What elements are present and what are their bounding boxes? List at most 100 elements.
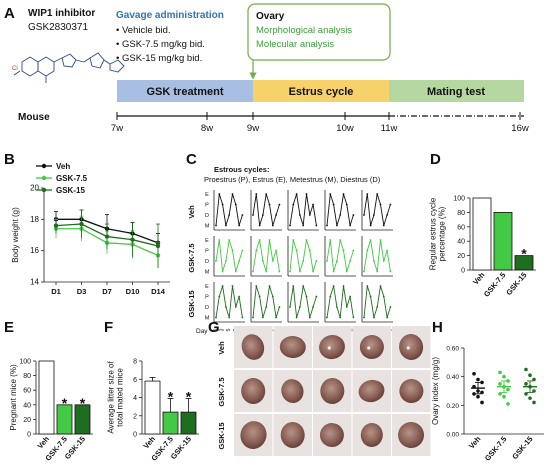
stage-label: P (205, 295, 209, 301)
estrous-point (292, 285, 295, 287)
data-point (104, 234, 110, 239)
estrous-point (326, 260, 328, 262)
estrous-point (238, 295, 241, 298)
bar-Veh (472, 197, 492, 271)
estrous-point (339, 239, 342, 241)
estrous-point (352, 316, 355, 319)
estrous-trace (215, 285, 243, 318)
estrous-point (258, 239, 261, 241)
estrous-point (268, 239, 271, 241)
estrous-point (376, 306, 379, 308)
scatter-point (498, 392, 502, 396)
estrous-point (231, 193, 234, 195)
estrous-point (366, 285, 369, 287)
estrous-point (389, 270, 392, 273)
stage-label: M (205, 270, 210, 276)
ovary-photo (241, 378, 266, 404)
timeline-tick-label: 10w (336, 123, 354, 134)
estrous-point (262, 214, 264, 216)
legend-label: GSK-7.5 (56, 174, 88, 183)
scatter-point (472, 372, 476, 376)
panel-a: A WIP1 inhibitor GSK2830371 Gavage admin… (4, 3, 529, 134)
estrous-point (329, 295, 332, 298)
estrous-point (278, 306, 281, 308)
estrous-point (252, 316, 254, 319)
estrous-point (295, 316, 298, 319)
estrous-point (382, 260, 385, 262)
data-point (130, 237, 135, 242)
estrous-point (315, 295, 318, 298)
estrous-point (228, 239, 231, 241)
estrous-point (363, 214, 365, 216)
bar-GSK-7.5 (162, 411, 179, 435)
row-label-GSK-7.5: GSK-7.5 (217, 377, 226, 406)
y-tick-label: 2 (133, 413, 137, 420)
estrous-point (299, 214, 301, 216)
ovary-photo (359, 335, 384, 360)
estrous-trace (363, 193, 391, 226)
estrous-trace (289, 239, 317, 272)
scatter-point (532, 400, 536, 405)
estrous-point (349, 260, 351, 262)
data-point (79, 221, 84, 227)
estrous-point (308, 249, 311, 252)
bar-GSK-7.5 (56, 404, 73, 435)
stage-label: M (205, 316, 210, 322)
estrous-point (302, 224, 305, 227)
panel-b: B 14 16 18 20 Body weight (g) D1 D3 D7 D10 D14 Veh… (4, 151, 170, 296)
estrous-point (332, 285, 335, 287)
day-axis-label: Day (196, 328, 208, 335)
estrous-point (369, 295, 372, 298)
y-tick-label: 6 (133, 377, 137, 384)
y-tick-label: 100 (19, 359, 31, 366)
chart-litter-size: 0 2 4 6 8 Average litter size oftotal mated m… (107, 359, 199, 463)
estrous-point (262, 260, 264, 262)
estrous-point (386, 214, 388, 216)
phase-gsk-treatment (117, 80, 253, 102)
x-tick-label: GSK-7.5 (482, 271, 508, 299)
estrous-point (366, 249, 369, 252)
estrous-point (349, 224, 351, 227)
y-tick-label: 16 (30, 246, 39, 255)
estrous-trace (363, 239, 391, 272)
y-tick-label: 0.20 (446, 403, 459, 410)
estrous-point (258, 295, 261, 298)
ovary-photo (281, 379, 304, 403)
ovary-highlight (367, 346, 371, 350)
y-axis-label: Ovary index (mg/g) (431, 357, 440, 425)
scatter-point (480, 390, 484, 395)
scatter-point (532, 389, 536, 393)
y-axis-label: Average litter size oftotal mated mice (107, 361, 125, 434)
y-tick-label: 80 (457, 210, 465, 217)
estrous-point (241, 214, 244, 216)
estrous-point (376, 270, 379, 273)
ovary-photo (319, 334, 345, 360)
estrous-point (271, 295, 274, 298)
estrous-point (349, 295, 351, 298)
y-axis-label: Pregnant mice (%) (9, 364, 18, 431)
phase-mating-test (389, 80, 524, 102)
estrous-point (238, 224, 241, 227)
scatter-point (502, 374, 506, 379)
timeline-ticks: 7w 8w 9w 10w 11w 16w (111, 112, 529, 134)
estrous-point (389, 203, 392, 206)
ovary-photo (319, 423, 344, 448)
estrous-point (329, 193, 332, 195)
scatter-point (476, 394, 480, 399)
bar-GSK-15 (514, 255, 534, 271)
stage-label: D (205, 305, 209, 311)
estrous-point (255, 285, 258, 287)
estrous-point (315, 260, 318, 262)
estrous-point (215, 224, 217, 227)
ovary-photo (241, 334, 265, 360)
x-tick-label: Veh (467, 434, 483, 450)
estrous-point (231, 249, 234, 252)
y-axis-label: Body weight (g) (11, 207, 20, 263)
estrous-point (345, 306, 348, 308)
bar-GSK-15 (180, 411, 197, 435)
scatter-point (506, 387, 510, 392)
estrous-point (379, 239, 382, 241)
